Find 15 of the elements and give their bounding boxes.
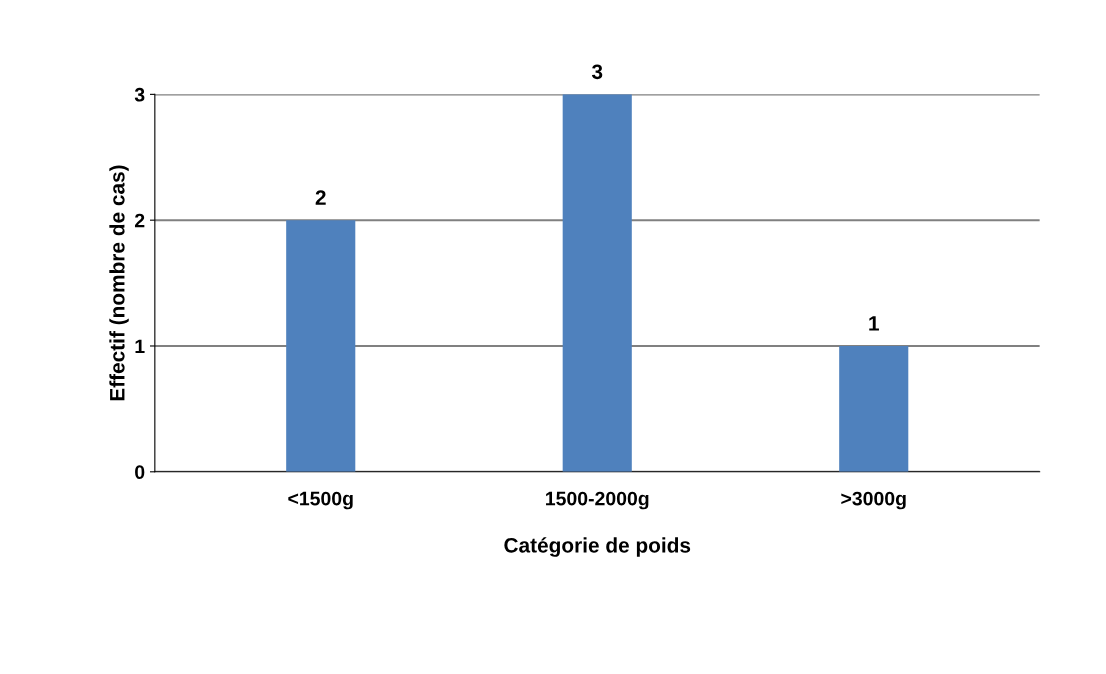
x-tick-label: 1500-2000g [546, 491, 649, 510]
y-axis-title: Effectif (nombre de cas) [109, 165, 129, 401]
x-tick-label: <1500g [288, 491, 353, 510]
data-label: 1 [869, 316, 879, 331]
x-tick-label: >3000g [841, 491, 906, 510]
bar [286, 220, 356, 472]
y-tick-label: 3 [134, 87, 145, 102]
bar [839, 345, 909, 472]
y-tick-label: 0 [135, 465, 145, 480]
y-tick-label: 1 [135, 339, 145, 354]
bar [562, 94, 632, 472]
y-tick-label: 2 [134, 213, 145, 228]
x-axis-title: Catégorie de poids [504, 537, 691, 557]
data-label: 2 [315, 190, 326, 205]
data-label: 3 [591, 64, 603, 80]
